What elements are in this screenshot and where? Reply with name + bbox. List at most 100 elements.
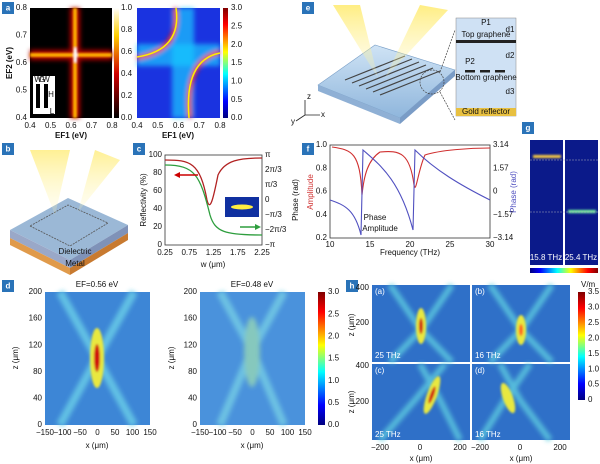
x-tick-label: 0.8	[214, 121, 226, 130]
label: Dielectric	[59, 247, 92, 256]
y-tick-label: 80	[33, 367, 42, 376]
x-tick-label: 0.8	[106, 121, 118, 130]
label: z (μm)	[11, 346, 20, 369]
y-tick-label: 2π/3	[265, 165, 282, 174]
x-tick-label: 0.75	[181, 248, 197, 257]
y-tick-label: 200	[29, 287, 43, 296]
panel-label: d	[6, 282, 11, 291]
label: Phase (rad)	[291, 179, 300, 221]
x-tick-label: 0.6	[65, 121, 77, 130]
colorbar	[114, 8, 119, 118]
y-tick-label: −3.14	[493, 233, 514, 242]
x-tick-label: 1.75	[230, 248, 246, 257]
map-h	[372, 283, 585, 442]
label: (b)	[475, 287, 485, 296]
y-tick-label: 2.5	[328, 309, 340, 318]
y-tick-label: 60	[153, 186, 162, 195]
label: Phase	[364, 213, 387, 222]
panel-label: e	[306, 4, 311, 13]
x-tick-label: 0.4	[131, 121, 143, 130]
y-tick-label: 1.5	[231, 58, 243, 67]
x-tick-label: −50	[228, 428, 242, 437]
y-tick-label: 0.6	[316, 187, 328, 196]
y-tick-label: 40	[153, 204, 162, 213]
y-tick-label: 200	[184, 287, 198, 296]
x-tick-label: −150	[36, 428, 55, 437]
label: Amplitude	[306, 174, 315, 210]
label: EF=0.56 eV	[76, 280, 119, 289]
label: Top graphene	[462, 30, 511, 39]
y-tick-label: 1.5	[588, 349, 600, 358]
y-tick-label: 160	[29, 314, 43, 323]
panel-badge	[346, 280, 358, 292]
y-tick-label: 1.0	[231, 76, 243, 85]
label: 16 THz	[475, 351, 501, 360]
panel-label: g	[526, 124, 531, 133]
y-tick-label: 20	[153, 222, 162, 231]
y-tick-label: 0	[493, 187, 498, 196]
y-tick-label: 0.8	[316, 163, 328, 172]
y-tick-label: 0.0	[121, 113, 133, 122]
y-tick-label: 3.14	[493, 140, 509, 149]
label: x	[321, 110, 325, 119]
y-tick-label: 120	[29, 340, 43, 349]
y-tick-label: 1.0	[588, 364, 600, 373]
label: 15.8 THz	[530, 253, 562, 262]
y-tick-label: 0.8	[121, 25, 133, 34]
x-tick-label: 0.4	[24, 121, 36, 130]
label: (a)	[375, 287, 385, 296]
x-tick-label: 0.7	[86, 121, 98, 130]
y-tick-label: 3.0	[231, 3, 243, 12]
y-tick-label: 0.2	[121, 91, 133, 100]
y-tick-label: 0	[38, 420, 43, 429]
y-tick-label: 0.6	[16, 58, 28, 67]
y-tick-label: 80	[188, 367, 197, 376]
y-tick-label: 200	[356, 318, 370, 327]
label: z	[307, 92, 311, 101]
y-tick-label: 400	[356, 283, 370, 292]
label: EF2 (eV)	[5, 47, 14, 79]
x-tick-label: 30	[486, 240, 495, 249]
y-tick-label: 0	[158, 240, 163, 249]
y-tick-label: 0.4	[316, 210, 328, 219]
y-tick-label: 200	[356, 397, 370, 406]
colorbar	[223, 8, 228, 118]
label: 25 THz	[375, 351, 401, 360]
y-tick-label: 2.5	[231, 21, 243, 30]
y-tick-label: 400	[356, 361, 370, 370]
y-tick-label: 2.0	[328, 331, 340, 340]
x-tick-label: 0.6	[173, 121, 185, 130]
y-tick-label: 0.7	[16, 31, 28, 40]
label: EF1 (eV)	[55, 131, 87, 140]
y-tick-label: 0	[265, 195, 270, 204]
y-tick-label: 1.0	[121, 3, 133, 12]
x-tick-label: 25	[446, 240, 455, 249]
y-tick-label: 1.5	[328, 354, 340, 363]
y-tick-label: −1.57	[493, 210, 514, 219]
label: Reflectivity (%)	[139, 173, 148, 227]
x-tick-label: 50	[266, 428, 275, 437]
panel-label: a	[6, 4, 11, 13]
panel-badge	[522, 122, 534, 134]
x-tick-label: −100	[53, 428, 72, 437]
device-e	[295, 5, 517, 124]
x-tick-label: 0.25	[157, 248, 173, 257]
x-tick-label: 100	[126, 428, 140, 437]
panel-badge	[133, 143, 145, 155]
x-tick-label: 200	[453, 443, 467, 452]
label: 25.4 THz	[565, 253, 597, 262]
map-d	[45, 290, 325, 427]
label: z (μm)	[347, 390, 356, 413]
label: Amplitude	[362, 224, 398, 233]
y-tick-label: 0	[193, 420, 198, 429]
label: 16 THz	[475, 430, 501, 439]
y-tick-label: 2.0	[588, 333, 600, 342]
x-tick-label: 1.25	[206, 248, 222, 257]
label: x (μm)	[86, 441, 109, 450]
label: d1	[506, 25, 515, 34]
label: Phase (rad)	[509, 171, 518, 213]
x-tick-label: −150	[191, 428, 210, 437]
label: Metal	[65, 259, 85, 268]
x-tick-label: −50	[73, 428, 87, 437]
